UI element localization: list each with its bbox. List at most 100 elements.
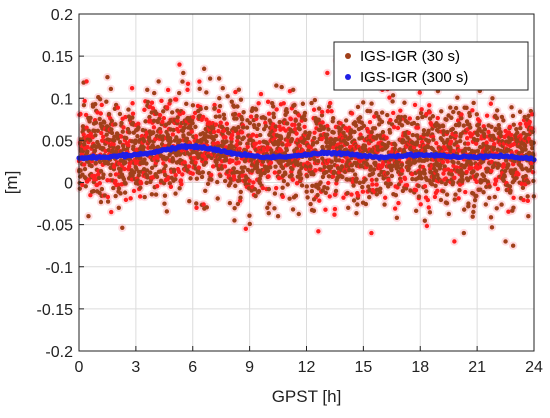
series-30s-point bbox=[291, 207, 295, 211]
series-30s-point bbox=[135, 134, 139, 138]
series-30s-point bbox=[133, 138, 137, 142]
series-30s-point bbox=[256, 101, 260, 105]
series-30s-point bbox=[78, 186, 82, 190]
series-30s-point bbox=[214, 114, 218, 118]
series-30s-point bbox=[217, 109, 221, 113]
series-30s-point bbox=[261, 186, 265, 190]
series-30s-point bbox=[242, 135, 246, 139]
series-30s-point bbox=[126, 107, 130, 111]
series-30s-point bbox=[274, 186, 278, 190]
series-30s-point bbox=[241, 125, 245, 129]
series-30s-point bbox=[273, 170, 277, 174]
series-30s-point bbox=[248, 121, 252, 125]
series-30s-point bbox=[274, 107, 278, 111]
series-30s-point bbox=[238, 196, 242, 200]
series-30s-point bbox=[245, 125, 249, 129]
series-30s-point bbox=[98, 181, 102, 185]
series-30s-point bbox=[138, 186, 142, 190]
series-30s-point bbox=[219, 120, 223, 124]
series-30s-point bbox=[374, 182, 378, 186]
series-30s-point bbox=[131, 111, 135, 115]
series-30s-point bbox=[142, 139, 146, 143]
series-30s-point bbox=[212, 137, 216, 141]
series-30s-point bbox=[215, 180, 219, 184]
series-30s-point bbox=[241, 169, 245, 173]
series-30s-point bbox=[88, 116, 92, 120]
series-30s-point bbox=[300, 183, 304, 187]
series-30s-point bbox=[158, 113, 162, 117]
series-30s-point bbox=[170, 110, 174, 114]
series-30s-point bbox=[287, 196, 291, 200]
series-30s-point bbox=[358, 115, 362, 119]
series-30s-point bbox=[273, 191, 277, 195]
series-30s-point bbox=[267, 201, 271, 205]
series-30s-point bbox=[205, 205, 209, 209]
series-30s-point bbox=[274, 83, 278, 87]
series-30s-point bbox=[323, 208, 327, 212]
series-30s-point bbox=[236, 125, 240, 129]
series-30s-point bbox=[237, 160, 241, 164]
series-30s-point bbox=[108, 173, 112, 177]
series-30s-point bbox=[85, 145, 89, 149]
series-30s-point bbox=[292, 103, 296, 107]
series-30s-point bbox=[198, 107, 202, 111]
series-30s-point bbox=[230, 133, 234, 137]
series-30s-point bbox=[279, 136, 283, 140]
series-30s-point bbox=[294, 193, 298, 197]
series-30s-point bbox=[203, 189, 207, 193]
series-30s-point bbox=[368, 120, 372, 124]
series-30s-point bbox=[97, 176, 101, 180]
series-30s-point bbox=[358, 181, 362, 185]
series-30s-point bbox=[257, 189, 261, 193]
series-30s-point bbox=[316, 159, 320, 163]
series-30s-point bbox=[130, 115, 134, 119]
series-30s-point bbox=[289, 173, 293, 177]
series-30s-point bbox=[267, 111, 271, 115]
series-30s-point bbox=[318, 180, 322, 184]
series-30s-point bbox=[282, 179, 286, 183]
series-30s-point bbox=[234, 116, 238, 120]
series-30s-point bbox=[130, 101, 134, 105]
series-30s-point bbox=[266, 174, 270, 178]
series-30s-point bbox=[374, 177, 378, 181]
series-30s-point bbox=[99, 111, 103, 115]
series-30s-point bbox=[177, 186, 181, 190]
series-30s-point bbox=[152, 125, 156, 129]
series-30s-point bbox=[84, 184, 88, 188]
series-30s-point bbox=[280, 142, 284, 146]
series-30s-point bbox=[281, 195, 285, 199]
series-30s-point bbox=[364, 202, 368, 206]
series-30s-point bbox=[322, 165, 326, 169]
series-30s-point bbox=[396, 201, 400, 205]
series-30s-point bbox=[315, 140, 319, 144]
series-30s-point bbox=[267, 187, 271, 191]
series-30s-point bbox=[148, 170, 152, 174]
series-30s-point bbox=[171, 132, 175, 136]
series-30s-point bbox=[117, 186, 121, 190]
series-30s-point bbox=[136, 125, 140, 129]
series-30s-point bbox=[187, 199, 191, 203]
series-30s-point bbox=[173, 173, 177, 177]
series-30s-point bbox=[126, 143, 130, 147]
series-30s-point bbox=[239, 97, 243, 101]
series-30s-point bbox=[283, 172, 287, 176]
series-30s-point bbox=[312, 136, 316, 140]
series-30s-point bbox=[354, 211, 358, 215]
series-30s-point bbox=[297, 122, 301, 126]
series-30s-point bbox=[393, 143, 397, 147]
series-30s-point bbox=[305, 195, 309, 199]
series-30s-point bbox=[312, 209, 316, 213]
series-30s-point bbox=[328, 101, 332, 105]
series-30s-point bbox=[254, 114, 258, 118]
series-30s-point bbox=[317, 106, 321, 110]
series-30s-point bbox=[240, 130, 244, 134]
series-30s-point bbox=[179, 182, 183, 186]
series-30s-point bbox=[223, 179, 227, 183]
series-30s-point bbox=[204, 160, 208, 164]
series-30s-point bbox=[225, 122, 229, 126]
series-30s-point bbox=[193, 160, 197, 164]
series-30s-point bbox=[93, 102, 97, 106]
series-30s-point bbox=[326, 181, 330, 185]
series-30s-point bbox=[273, 164, 277, 168]
